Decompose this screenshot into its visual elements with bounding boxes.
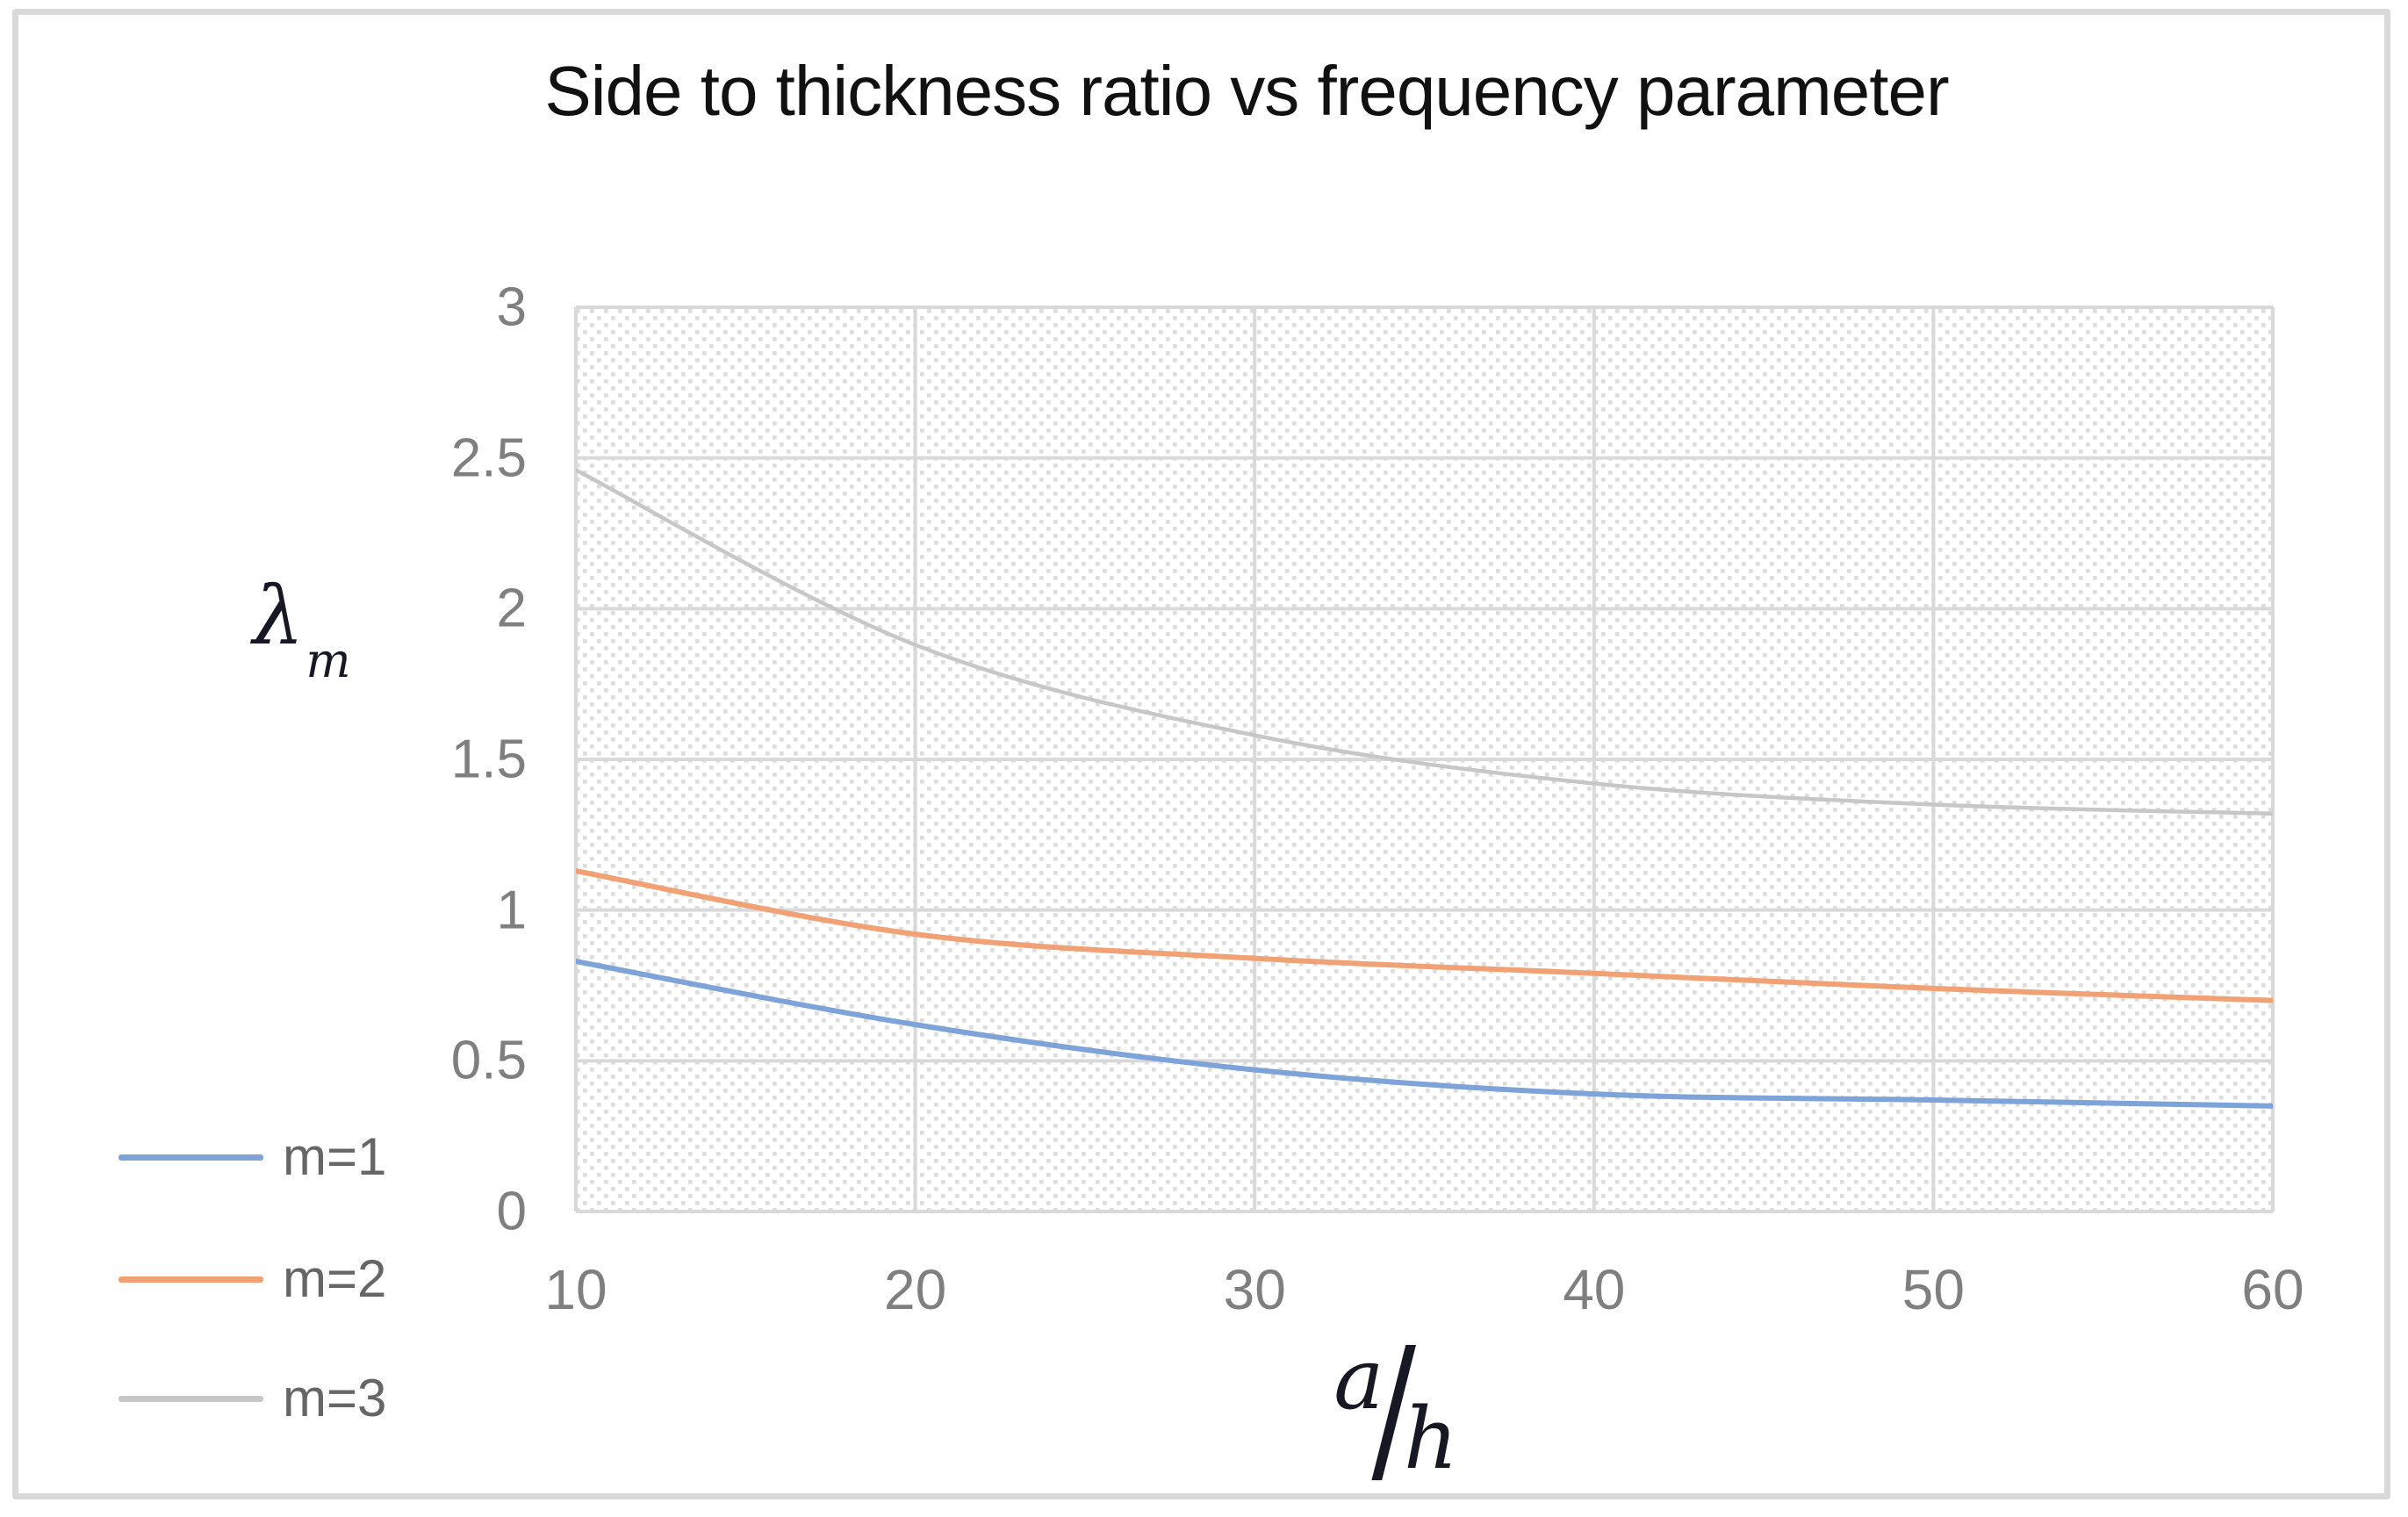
legend-label: m=1 [283,1127,387,1186]
y-tick-label: 1 [496,880,527,941]
legend-label: m=2 [283,1249,387,1308]
x-axis-label: a ∕ h [1333,1313,1458,1505]
x-tick-label: 20 [884,1258,947,1321]
legend-item-m=2: m=2 [119,1251,386,1307]
chart-title: Side to thickness ratio vs frequency par… [544,52,1949,130]
y-tick-label: 0 [496,1181,527,1242]
legend-line-swatch [119,1395,263,1402]
fraction-slash: ∕ [1371,1313,1416,1505]
legend-label: m=3 [283,1369,387,1427]
x-tick-label: 30 [1223,1258,1286,1321]
x-tick-label: 10 [544,1258,607,1321]
y-axis-symbol-lambda: λ [253,569,305,663]
x-axis-symbol-numerator: a [1333,1330,1384,1428]
legend-item-m=1: m=1 [119,1129,386,1185]
y-tick-label: 1.5 [450,729,527,790]
y-tick-label: 2.5 [450,428,527,489]
x-tick-label: 60 [2241,1258,2304,1321]
y-tick-label: 0.5 [450,1030,527,1091]
y-axis-label: λm [253,569,351,688]
y-tick-label: 3 [496,277,527,338]
legend-item-m=3: m=3 [119,1370,386,1427]
y-tick-label: 2 [496,578,527,639]
series-line-m=3 [576,468,2273,816]
series-line-m=1 [576,959,2273,1109]
legend-line-swatch [119,1276,263,1283]
x-tick-label: 50 [1901,1258,1965,1321]
series-line-m=2 [576,868,2273,1003]
y-axis-symbol-subscript: m [305,633,351,688]
legend-line-swatch [119,1154,263,1161]
x-tick-label: 40 [1563,1258,1626,1321]
x-axis-symbol-denominator: h [1403,1390,1458,1488]
